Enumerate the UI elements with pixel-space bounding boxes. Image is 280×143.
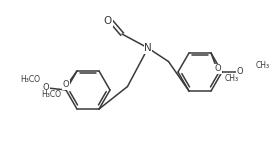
Text: CH₃: CH₃ [225,75,239,84]
Text: O: O [43,84,49,93]
Text: O: O [63,81,69,90]
Text: H₃CO: H₃CO [20,76,40,85]
Text: O: O [104,16,112,26]
Text: H₃CO: H₃CO [41,90,61,99]
Text: O: O [237,67,243,77]
Text: O: O [215,64,221,74]
Text: N: N [144,43,152,53]
Text: CH₃: CH₃ [256,61,270,70]
